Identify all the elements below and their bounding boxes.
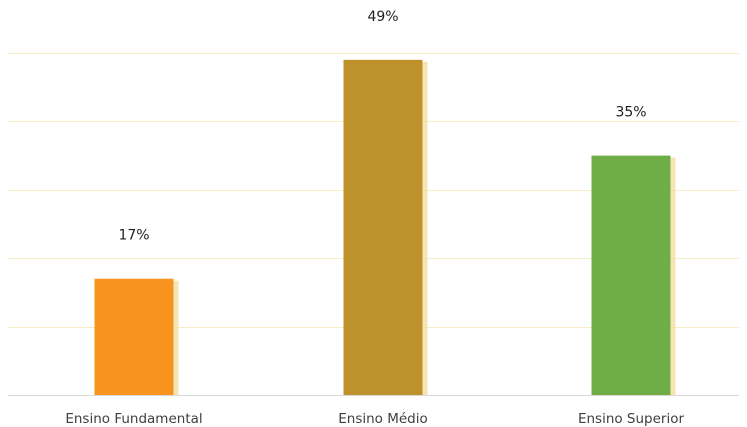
- bar-shadow: [422, 61, 428, 396]
- bar-shadow: [670, 157, 676, 395]
- x-tick-label: Ensino Superior: [578, 411, 685, 427]
- data-label: 17%: [118, 228, 149, 244]
- bar-2: [343, 59, 423, 396]
- data-label: 49%: [367, 9, 398, 25]
- x-tick-labels: Ensino Fundamental Ensino Médio Ensino Sup…: [65, 411, 684, 427]
- x-tick-label: Ensino Médio: [338, 411, 428, 427]
- bar-3: [591, 155, 671, 395]
- bar-1: [94, 278, 174, 395]
- data-label: 35%: [615, 105, 646, 121]
- bar-shadow: [173, 280, 179, 395]
- x-tick-label: Ensino Fundamental: [65, 411, 202, 427]
- data-labels: 17% 49% 35%: [118, 9, 646, 244]
- bars: [94, 59, 676, 396]
